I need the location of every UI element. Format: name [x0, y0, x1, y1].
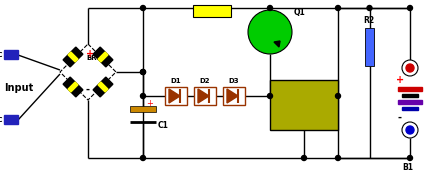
Text: +: +: [146, 98, 153, 107]
Bar: [130, 106, 156, 112]
Text: AC: AC: [0, 117, 3, 123]
Text: D1: D1: [171, 78, 181, 84]
Polygon shape: [169, 89, 180, 103]
Circle shape: [140, 5, 145, 11]
Text: +: +: [396, 75, 404, 85]
Text: 1: 1: [275, 119, 280, 125]
Bar: [4, 115, 18, 124]
Polygon shape: [98, 82, 108, 92]
Circle shape: [336, 94, 340, 98]
Circle shape: [248, 10, 292, 54]
Text: AC: AC: [0, 52, 3, 58]
Circle shape: [367, 5, 372, 11]
Bar: [165, 87, 187, 105]
Polygon shape: [68, 82, 78, 92]
Text: D2: D2: [200, 78, 210, 84]
Circle shape: [402, 60, 418, 76]
Circle shape: [140, 70, 145, 74]
Text: IC: IC: [295, 91, 313, 109]
Bar: [193, 5, 231, 17]
Bar: [402, 94, 418, 97]
Bar: [194, 87, 216, 105]
Polygon shape: [63, 47, 83, 67]
Bar: [270, 80, 338, 130]
Polygon shape: [227, 89, 238, 103]
Polygon shape: [274, 41, 280, 47]
Circle shape: [268, 5, 272, 11]
Text: +: +: [86, 49, 94, 59]
Circle shape: [140, 70, 145, 74]
Circle shape: [407, 156, 413, 160]
Bar: [398, 87, 422, 91]
Text: -: -: [398, 113, 402, 123]
Text: R2: R2: [363, 16, 374, 25]
Bar: [365, 28, 374, 66]
Polygon shape: [98, 52, 108, 62]
Text: Q1: Q1: [294, 8, 306, 18]
Circle shape: [406, 126, 414, 134]
Text: C1: C1: [158, 121, 169, 130]
Polygon shape: [93, 47, 113, 67]
Circle shape: [402, 122, 418, 138]
Text: B1: B1: [403, 163, 414, 170]
Bar: [223, 87, 245, 105]
Circle shape: [336, 5, 340, 11]
Text: BR1: BR1: [86, 55, 102, 61]
Bar: [398, 100, 422, 104]
Bar: [402, 107, 418, 110]
Text: 3: 3: [328, 119, 333, 125]
Circle shape: [301, 156, 307, 160]
Text: D3: D3: [229, 78, 239, 84]
Circle shape: [268, 94, 272, 98]
Text: -: -: [86, 85, 90, 95]
Circle shape: [140, 94, 145, 98]
Text: Input: Input: [4, 83, 33, 93]
Polygon shape: [63, 77, 83, 97]
Polygon shape: [198, 89, 209, 103]
Circle shape: [407, 5, 413, 11]
Text: R1: R1: [207, 6, 217, 15]
Polygon shape: [93, 77, 113, 97]
Text: 2: 2: [302, 121, 307, 127]
Circle shape: [336, 156, 340, 160]
Bar: [4, 50, 18, 59]
Polygon shape: [68, 52, 78, 62]
Circle shape: [140, 156, 145, 160]
Circle shape: [406, 64, 414, 72]
